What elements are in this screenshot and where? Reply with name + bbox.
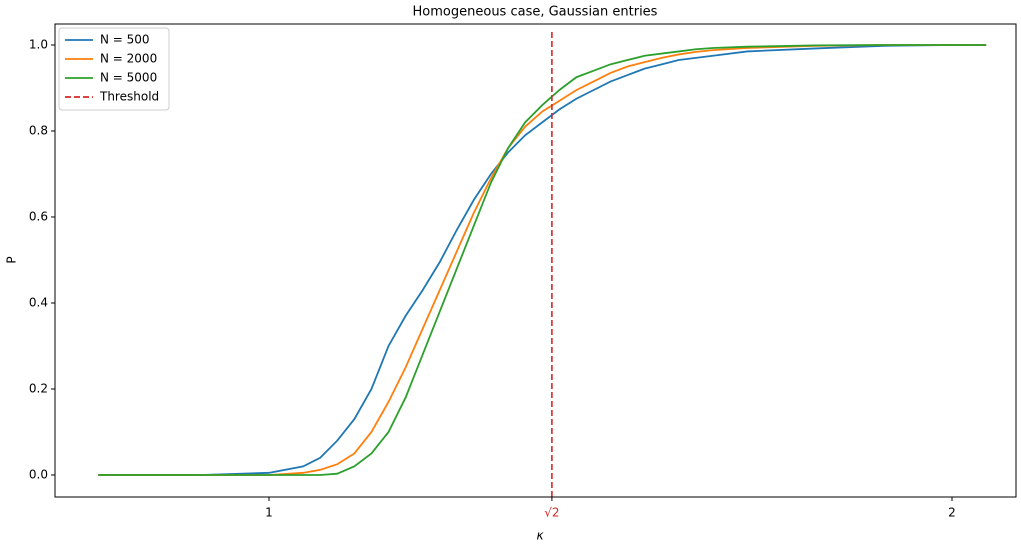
y-tick-label: 0.0	[29, 467, 48, 481]
legend-box	[58, 27, 170, 111]
x-tick-label: 2	[948, 506, 956, 520]
x-tick-label: √2	[544, 506, 559, 520]
y-tick-label: 0.6	[29, 209, 48, 223]
legend-label: Threshold	[99, 90, 159, 104]
x-tick-label: 1	[265, 506, 273, 520]
legend-label: N = 2000	[100, 52, 157, 66]
y-tick-label: 0.2	[29, 381, 48, 395]
axes-frame	[54, 23, 1017, 498]
legend-label: N = 500	[100, 33, 150, 47]
y-axis-label: P	[5, 256, 19, 263]
series-line	[98, 44, 987, 476]
x-axis-label: κ	[536, 529, 544, 543]
chart-title: Homogeneous case, Gaussian entries	[413, 5, 658, 20]
y-tick-label: 0.4	[29, 295, 48, 309]
y-tick-label: 1.0	[29, 37, 48, 51]
y-tick-label: 0.8	[29, 123, 48, 137]
series-line	[98, 44, 987, 476]
series-line	[98, 44, 987, 476]
legend-label: N = 5000	[100, 71, 157, 85]
